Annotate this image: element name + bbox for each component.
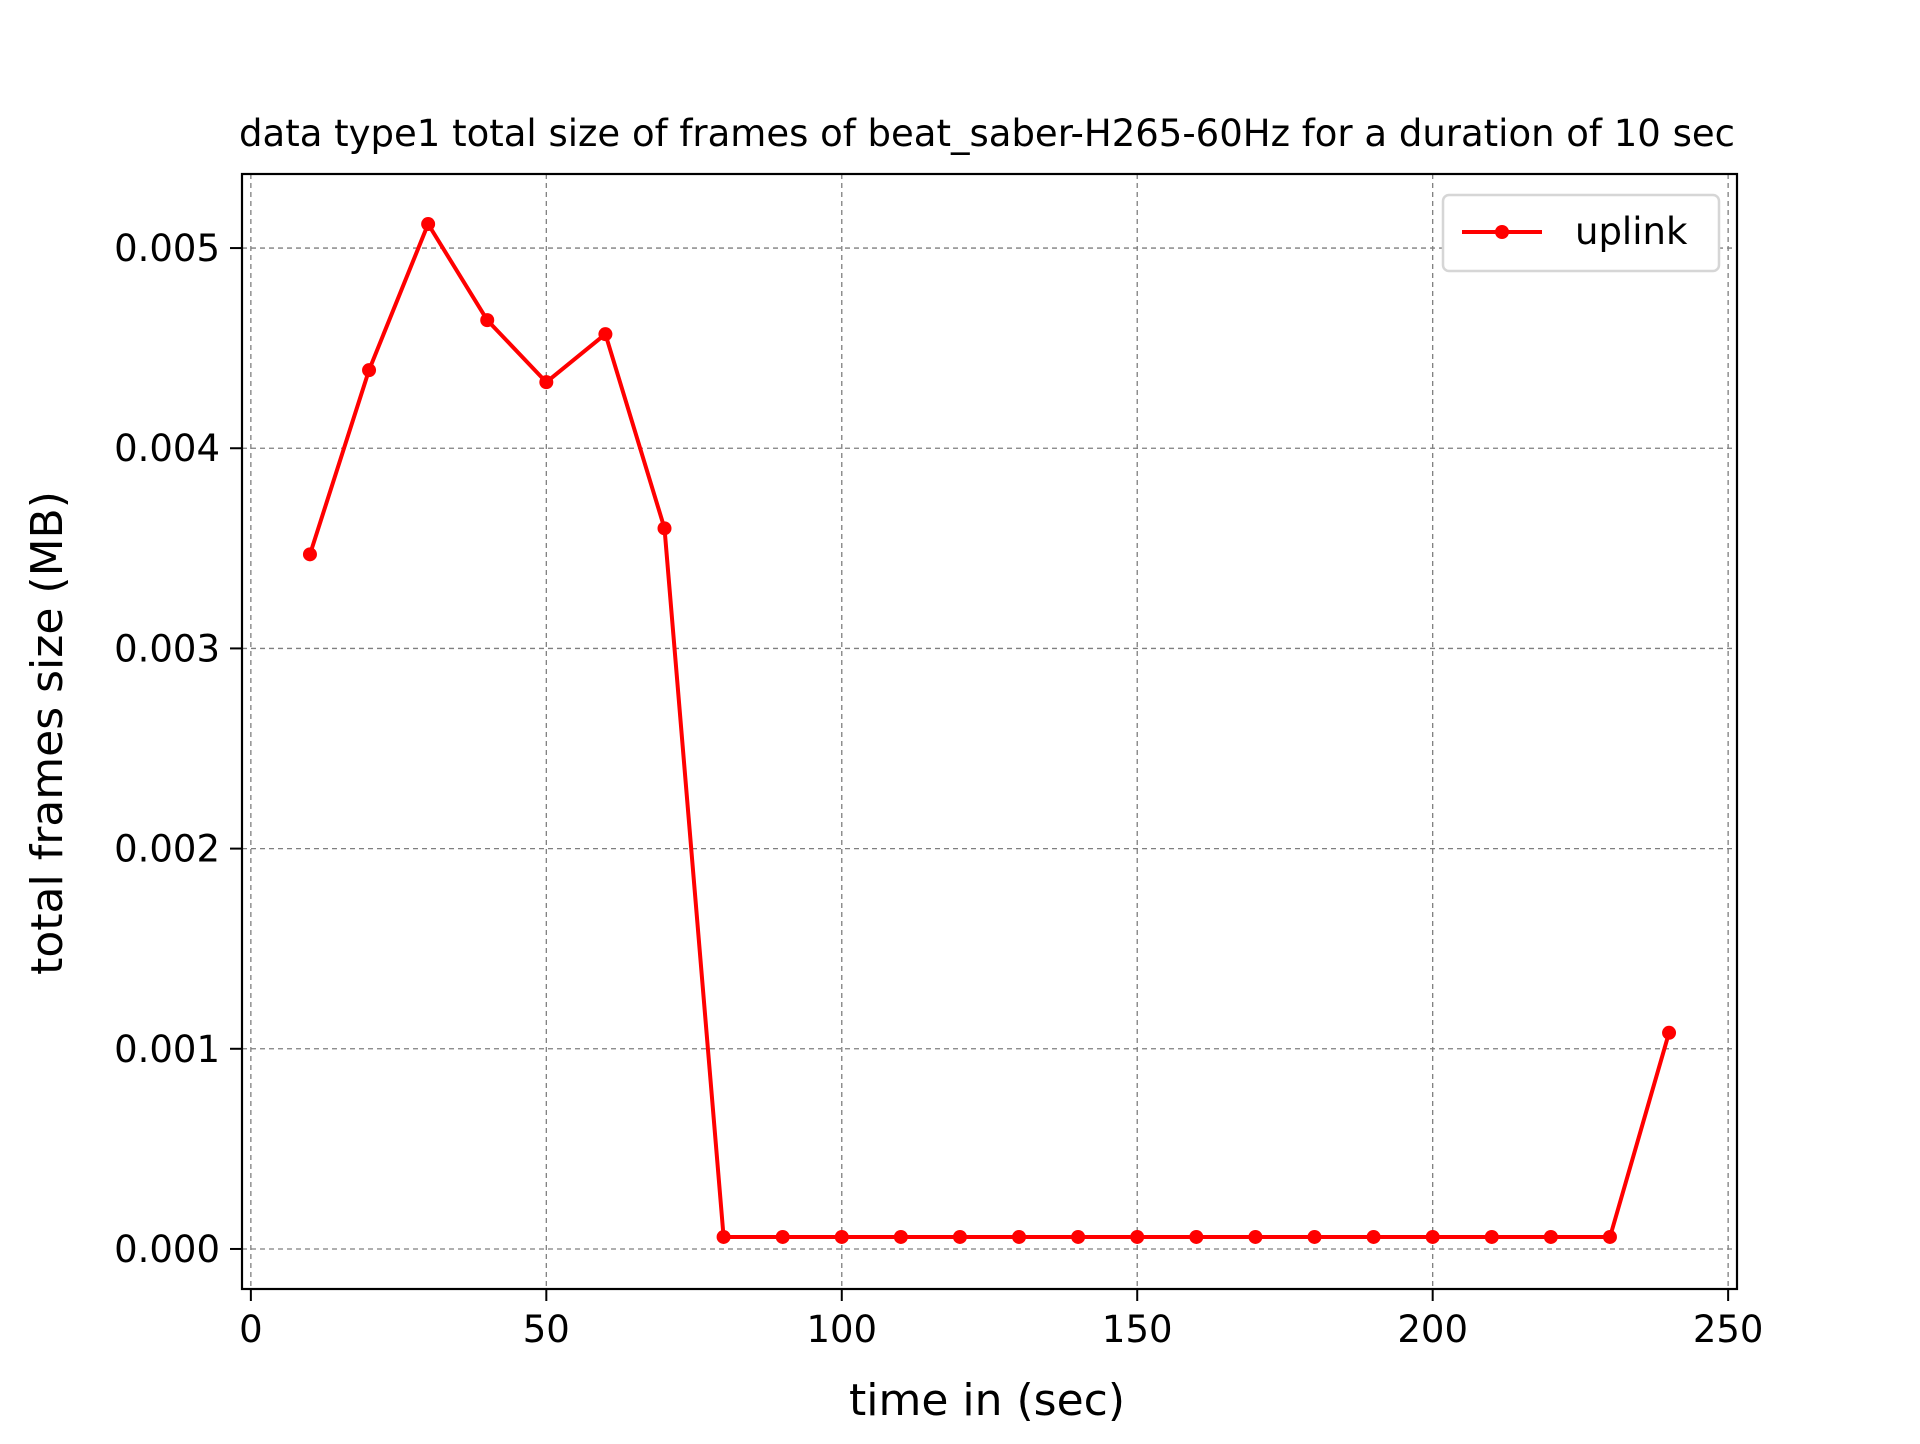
data-point	[1366, 1229, 1381, 1244]
data-point	[1484, 1229, 1499, 1244]
legend-box	[1441, 193, 1721, 273]
legend-swatch-marker	[1495, 225, 1509, 239]
x-tick-label: 150	[1102, 1308, 1173, 1351]
y-tick-label: 0.001	[114, 1028, 220, 1071]
series-line-uplink	[308, 222, 1671, 1239]
x-axis-label: time in (sec)	[849, 1375, 1125, 1426]
data-point	[1012, 1229, 1027, 1244]
y-axis-ticks: 0.000 0.001 0.002 0.003 0.004 0.005	[114, 227, 242, 1271]
data-point	[1425, 1229, 1440, 1244]
data-point	[1248, 1229, 1263, 1244]
data-point	[421, 217, 436, 232]
y-tick-label: 0.000	[114, 1228, 220, 1271]
data-point	[893, 1229, 908, 1244]
x-tick-label: 0	[239, 1308, 263, 1351]
x-tick-label: 50	[523, 1308, 570, 1351]
x-tick-label: 200	[1397, 1308, 1468, 1351]
plot-frame	[240, 172, 1739, 1291]
legend: uplink	[1441, 193, 1721, 273]
data-point	[1602, 1229, 1617, 1244]
data-point	[1662, 1025, 1677, 1040]
data-point	[598, 327, 613, 342]
data-point	[1189, 1229, 1204, 1244]
x-axis-ticks: 0 50 100 150 200 250	[239, 1289, 1763, 1351]
data-point	[952, 1229, 967, 1244]
data-point	[657, 521, 672, 536]
data-point	[302, 547, 317, 562]
data-point	[1071, 1229, 1086, 1244]
y-tick-label: 0.004	[114, 427, 220, 470]
data-point	[834, 1229, 849, 1244]
legend-label-uplink: uplink	[1575, 210, 1688, 253]
chart-title: data type1 total size of frames of beat_…	[239, 112, 1735, 155]
data-point	[1543, 1229, 1558, 1244]
data-point	[362, 363, 377, 378]
data-point	[1307, 1229, 1322, 1244]
y-tick-label: 0.003	[114, 627, 220, 670]
data-point	[539, 375, 554, 390]
x-tick-label: 100	[806, 1308, 877, 1351]
series-layer	[302, 217, 1677, 1244]
y-tick-label: 0.005	[114, 227, 220, 270]
data-point	[480, 313, 495, 328]
data-point	[775, 1229, 790, 1244]
x-tick-label: 250	[1693, 1308, 1764, 1351]
data-point	[716, 1229, 731, 1244]
data-point	[1130, 1229, 1145, 1244]
y-axis-label: total frames size (MB)	[22, 491, 73, 975]
y-tick-label: 0.002	[114, 828, 220, 871]
